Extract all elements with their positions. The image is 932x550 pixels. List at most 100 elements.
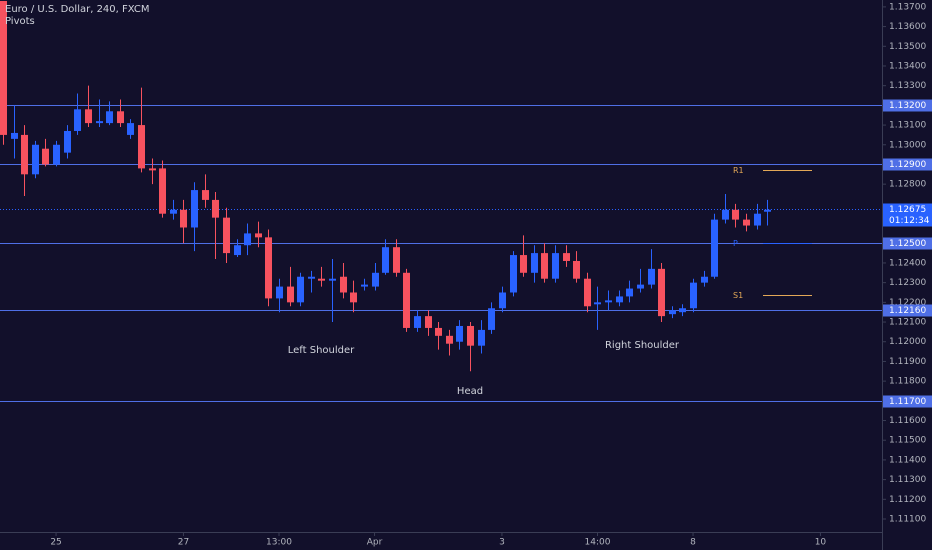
candle-body xyxy=(648,268,655,285)
candle-body xyxy=(573,260,580,279)
candle-body xyxy=(382,247,389,273)
x-tick-label: 10 xyxy=(815,538,827,548)
candle-body xyxy=(531,253,538,273)
candle-body xyxy=(679,308,686,313)
candle-body xyxy=(743,219,750,226)
candle-body xyxy=(191,190,198,228)
candle-body xyxy=(159,168,166,214)
candle-body xyxy=(96,121,103,124)
candle-body xyxy=(308,276,315,279)
candle-body xyxy=(563,253,570,261)
y-tick-label: 1.13400 xyxy=(889,61,926,71)
candle-body xyxy=(584,278,591,307)
y-tick-label: 1.11600 xyxy=(889,416,926,426)
level-label: 1.11700 xyxy=(889,397,926,407)
candle-body xyxy=(223,217,230,254)
candle-body xyxy=(711,219,718,277)
candle-body xyxy=(74,109,81,131)
candle-body xyxy=(350,292,357,303)
candle-body xyxy=(170,209,177,214)
candle-body xyxy=(732,209,739,220)
candle-body xyxy=(669,310,676,315)
candle-body xyxy=(85,109,92,124)
y-tick-label: 1.11200 xyxy=(889,495,926,505)
y-tick-label: 1.12000 xyxy=(889,337,926,347)
candle-body xyxy=(149,168,156,171)
candle-body xyxy=(393,247,400,273)
x-tick-label: 14:00 xyxy=(585,538,611,548)
candle-body xyxy=(722,209,729,220)
level-label-box xyxy=(883,237,932,250)
candle-body xyxy=(180,209,187,228)
pivot-label: S1 xyxy=(733,291,743,300)
x-tick-label: 3 xyxy=(499,538,505,548)
candle-body xyxy=(425,316,432,328)
plot-area: R1 P S1 xyxy=(0,0,882,402)
candle-body xyxy=(456,325,463,342)
y-tick-label: 1.13000 xyxy=(889,140,926,150)
annotation: Right Shoulder xyxy=(605,340,680,351)
candle-body xyxy=(690,282,697,309)
candle-body xyxy=(510,255,517,293)
level-label: 1.13200 xyxy=(889,101,926,111)
candle-body xyxy=(265,237,272,299)
x-tick-label: 13:00 xyxy=(266,538,292,548)
y-tick-label: 1.11900 xyxy=(889,357,926,367)
y-tick-label: 1.12400 xyxy=(889,258,926,268)
candle-body xyxy=(605,300,612,303)
y-tick-label: 1.11800 xyxy=(889,377,926,387)
candle-body xyxy=(21,134,28,175)
candle-body xyxy=(594,302,601,305)
candle-body xyxy=(297,276,304,303)
candle-body xyxy=(658,268,665,317)
y-tick-label: 1.13100 xyxy=(889,121,926,131)
level-label-box xyxy=(883,304,932,317)
candle-body xyxy=(202,190,209,200)
candle-body xyxy=(318,278,325,281)
annotation: Left Shoulder xyxy=(288,345,355,356)
level-label-box xyxy=(883,395,932,408)
y-tick-label: 1.13700 xyxy=(889,2,926,12)
candle-body xyxy=(42,148,49,165)
candle-body xyxy=(117,111,124,124)
candle-body xyxy=(255,233,262,238)
candle-body xyxy=(340,276,347,293)
y-tick-label: 1.12200 xyxy=(889,298,926,308)
candle-body xyxy=(276,286,283,299)
candle-body xyxy=(520,255,527,273)
candle-body xyxy=(234,245,241,256)
candle-body xyxy=(64,130,71,153)
candle-body xyxy=(106,111,113,124)
candle-body xyxy=(541,253,548,279)
candle-body xyxy=(11,132,18,139)
annotation: Head xyxy=(457,386,483,397)
candle-body xyxy=(127,123,134,135)
candle-body xyxy=(552,253,559,279)
y-tick-label: 1.12800 xyxy=(889,180,926,190)
candle-body xyxy=(754,213,761,226)
y-tick-label: 1.13300 xyxy=(889,81,926,91)
candle-body xyxy=(435,327,442,336)
candle-body xyxy=(637,284,644,289)
y-tick-label: 1.11400 xyxy=(889,455,926,465)
candle-body xyxy=(488,308,495,330)
candle-body xyxy=(701,276,708,283)
candle-body xyxy=(414,316,421,328)
y-tick-label: 1.13500 xyxy=(889,42,926,52)
candle-body xyxy=(32,144,39,175)
level-label-box xyxy=(883,158,932,171)
candle-body xyxy=(212,199,219,218)
pivot-label: P xyxy=(733,239,738,248)
candle-body xyxy=(0,0,7,135)
y-tick-label: 1.12100 xyxy=(889,318,926,328)
candle-body xyxy=(616,296,623,303)
pivot-label: R1 xyxy=(733,166,744,175)
candle-body xyxy=(329,278,336,281)
candle-body xyxy=(403,272,410,328)
y-tick-label: 1.13600 xyxy=(889,22,926,32)
level-label: 1.12500 xyxy=(889,239,926,249)
level-label-box xyxy=(883,99,932,112)
candle-body xyxy=(53,144,60,165)
